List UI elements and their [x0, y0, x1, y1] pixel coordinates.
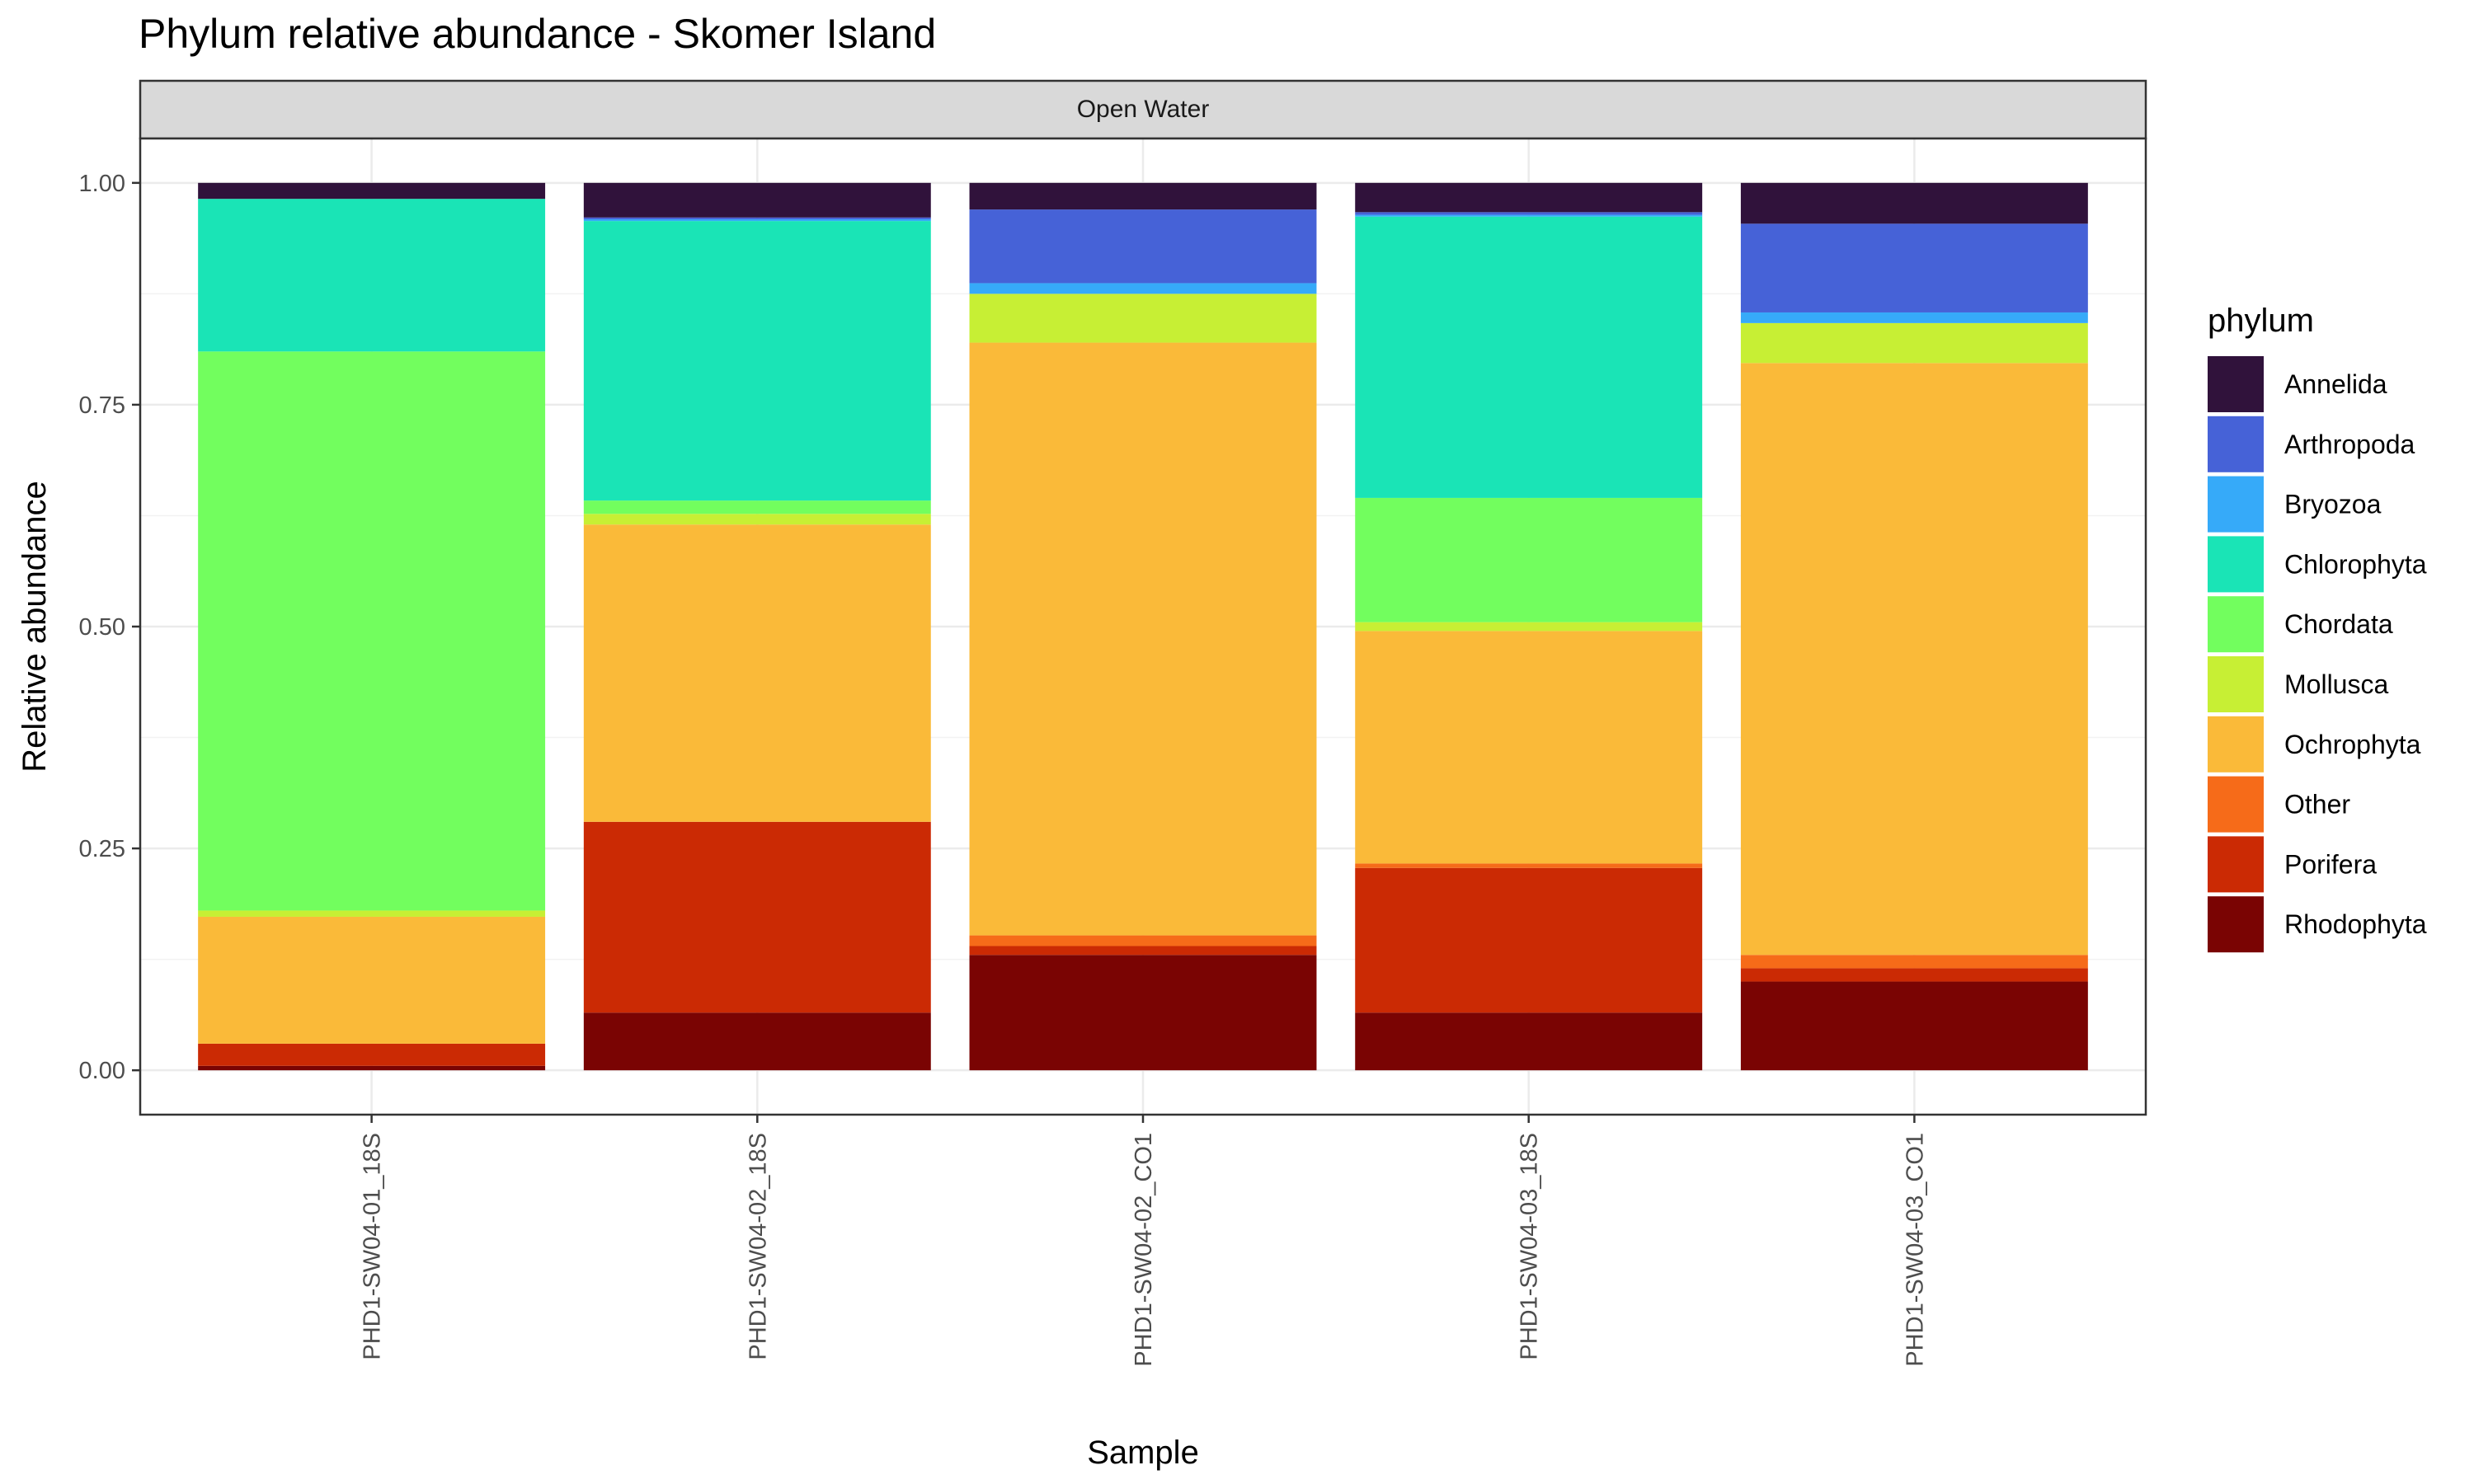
bar-segment-chlorophyta [1355, 216, 1703, 498]
bar-segment-rhodophyta [1740, 981, 2088, 1071]
bar-segment-arthropoda [969, 209, 1317, 284]
legend-swatch-ochrophyta [2208, 716, 2264, 773]
bar-segment-annelida [1740, 182, 2088, 224]
bar-segment-mollusca [583, 514, 931, 525]
legend-label-chordata: Chordata [2284, 609, 2393, 639]
bar-segment-rhodophyta [1355, 1012, 1703, 1071]
bar-segment-bryozoa [969, 283, 1317, 294]
facet-label: Open Water [1077, 96, 1210, 123]
legend-title: phylum [2208, 303, 2314, 339]
y-tick-label: 1.00 [79, 171, 125, 197]
bar-segment-ochrophyta [198, 916, 546, 1044]
x-tick-label: PHD1-SW04-03_18S [1517, 1133, 1543, 1360]
legend-label-annelida: Annelida [2284, 369, 2387, 399]
x-tick-label: PHD1-SW04-03_CO1 [1902, 1133, 1928, 1367]
bar-segment-chordata [1355, 497, 1703, 622]
bar-segment-bryozoa [1740, 312, 2088, 323]
legend-swatch-arthropoda [2208, 416, 2264, 472]
y-axis: 0.00 0.25 0.50 0.75 1.00 [79, 171, 140, 1084]
facet-strip [139, 79, 2147, 140]
legend-swatch-mollusca [2208, 656, 2264, 712]
y-tick-label: 0.25 [79, 836, 125, 862]
bar-segment-ochrophyta [969, 342, 1317, 936]
y-axis-title: Relative abundance [16, 481, 53, 773]
bar-segment-ochrophyta [1740, 363, 2088, 956]
legend-swatch-bryozoa [2208, 476, 2264, 533]
y-tick-label: 0.75 [79, 392, 125, 419]
bar-segment-other [1740, 955, 2088, 969]
bar-segment-porifera [1355, 867, 1703, 1013]
legend-label-rhodophyta: Rhodophyta [2284, 909, 2427, 939]
bars-group [198, 182, 2088, 1071]
legend-swatch-chordata [2208, 596, 2264, 653]
bar-segment-arthropoda [1740, 223, 2088, 312]
bar-segment-mollusca [1740, 322, 2088, 364]
x-axis-title: Sample [1087, 1435, 1199, 1471]
legend-swatch-porifera [2208, 836, 2264, 893]
x-tick-label: PHD1-SW04-02_18S [745, 1133, 771, 1360]
legend-swatch-other [2208, 776, 2264, 833]
bar-segment-ochrophyta [1355, 631, 1703, 864]
bar-segment-rhodophyta [583, 1012, 931, 1071]
legend-label-porifera: Porifera [2284, 849, 2377, 879]
y-tick-label: 0.50 [79, 614, 125, 641]
bar-segment-rhodophyta [969, 955, 1317, 1071]
legend-label-ochrophyta: Ochrophyta [2284, 730, 2421, 759]
bar-segment-other [969, 935, 1317, 946]
x-tick-label: PHD1-SW04-01_18S [360, 1133, 386, 1360]
legend-label-bryozoa: Bryozoa [2284, 490, 2382, 519]
legend-label-chlorophyta: Chlorophyta [2284, 549, 2427, 579]
bar-segment-porifera [1740, 968, 2088, 982]
legend: phylum Annelida Arthropoda Bryozoa Chlorophy… [2208, 303, 2427, 953]
bar-segment-porifera [969, 946, 1317, 956]
bar-segment-mollusca [969, 294, 1317, 343]
legend-swatch-chlorophyta [2208, 536, 2264, 593]
bar-segment-porifera [198, 1043, 546, 1066]
bar-segment-ochrophyta [583, 524, 931, 822]
legend-label-arthropoda: Arthropoda [2284, 430, 2415, 459]
bar-segment-chordata [198, 351, 546, 911]
bar-segment-porifera [583, 821, 931, 1013]
bar-segment-mollusca [1355, 622, 1703, 632]
bar-segment-chlorophyta [583, 221, 931, 501]
bar-segment-chordata [583, 500, 931, 514]
bar-segment-annelida [969, 182, 1317, 210]
legend-swatch-annelida [2208, 356, 2264, 412]
legend-label-other: Other [2284, 790, 2350, 819]
x-axis: PHD1-SW04-01_18S PHD1-SW04-02_18S PHD1-SW0… [360, 1115, 1928, 1367]
bar-segment-other [1355, 863, 1703, 868]
bar-segment-rhodophyta [198, 1065, 546, 1071]
legend-swatch-rhodophyta [2208, 896, 2264, 953]
y-tick-label: 0.00 [79, 1058, 125, 1084]
bar-segment-arthropoda [1355, 212, 1703, 215]
bar-segment-chlorophyta [198, 199, 546, 352]
bar-segment-annelida [198, 182, 546, 200]
x-tick-label: PHD1-SW04-02_CO1 [1131, 1133, 1157, 1367]
bar-segment-mollusca [198, 910, 546, 917]
bar-segment-bryozoa [583, 218, 931, 222]
bar-segment-annelida [583, 182, 931, 218]
chart-title: Phylum relative abundance - Skomer Islan… [139, 11, 936, 57]
legend-label-mollusca: Mollusca [2284, 669, 2388, 699]
bar-segment-arthropoda [583, 217, 931, 219]
bar-segment-annelida [1355, 182, 1703, 213]
bar-segment-bryozoa [1355, 214, 1703, 217]
